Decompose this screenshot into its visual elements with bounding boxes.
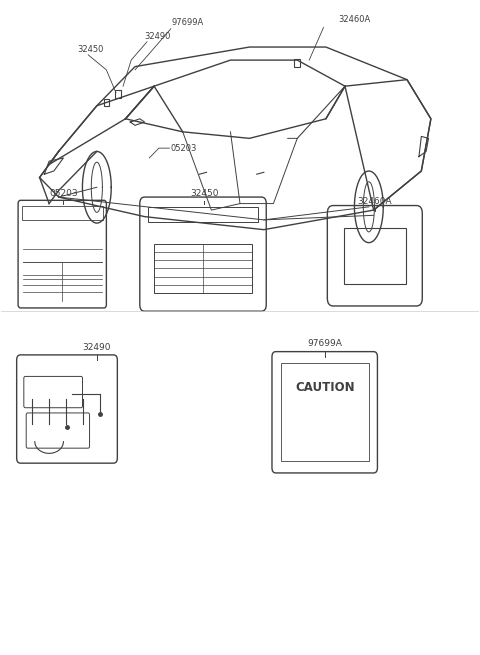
Text: 32490: 32490 xyxy=(144,31,171,41)
Bar xyxy=(116,90,121,98)
Bar xyxy=(344,228,406,284)
Text: 32450: 32450 xyxy=(78,45,104,54)
Bar xyxy=(22,206,103,220)
Bar xyxy=(294,60,300,67)
Bar xyxy=(148,208,258,222)
Text: 32490: 32490 xyxy=(83,343,111,352)
Bar xyxy=(281,364,369,461)
Bar xyxy=(154,244,252,293)
Text: CAUTION: CAUTION xyxy=(295,381,355,394)
Text: 32450: 32450 xyxy=(190,189,218,198)
Text: 05203: 05203 xyxy=(171,143,197,153)
Text: 32460A: 32460A xyxy=(357,197,392,206)
Bar xyxy=(104,98,109,106)
Text: 97699A: 97699A xyxy=(308,339,342,348)
Text: 97699A: 97699A xyxy=(171,18,204,28)
Text: 32460A: 32460A xyxy=(338,14,371,24)
Text: 05203: 05203 xyxy=(49,189,78,198)
